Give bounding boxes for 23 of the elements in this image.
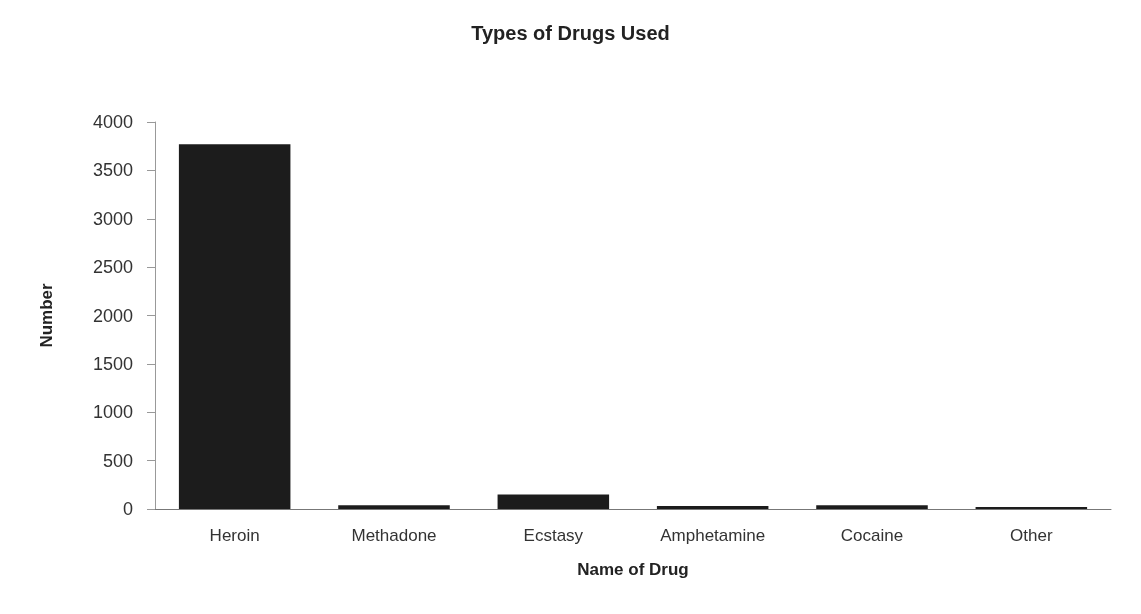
y-tick-label: 1000 bbox=[92, 402, 133, 423]
y-tick-label: 0 bbox=[122, 499, 133, 519]
chart-title: Types of Drugs Used bbox=[471, 22, 670, 44]
y-axis-title: Number bbox=[37, 283, 56, 348]
y-tick-label: 3500 bbox=[92, 160, 133, 181]
y-tick-label: 500 bbox=[102, 450, 133, 471]
x-tick-label: Cocaine bbox=[840, 526, 904, 545]
bar bbox=[338, 505, 450, 509]
y-tick-label: 2500 bbox=[92, 257, 133, 278]
y-tick-label: 1500 bbox=[92, 353, 133, 374]
y-tick-label: 2000 bbox=[92, 305, 133, 326]
x-tick-label: Other bbox=[1010, 526, 1053, 545]
bar bbox=[178, 144, 291, 509]
bar bbox=[816, 505, 928, 509]
x-tick-label: Heroin bbox=[209, 526, 260, 545]
bar bbox=[497, 494, 610, 509]
bar bbox=[656, 506, 769, 509]
x-tick-label: Ecstasy bbox=[523, 526, 584, 545]
x-tick-label: Amphetamine bbox=[660, 526, 766, 545]
y-tick-label: 4000 bbox=[92, 112, 133, 132]
x-axis-title: Name of Drug bbox=[577, 560, 689, 579]
x-tick-label: Methadone bbox=[351, 526, 437, 545]
y-tick-label: 3000 bbox=[92, 208, 133, 229]
